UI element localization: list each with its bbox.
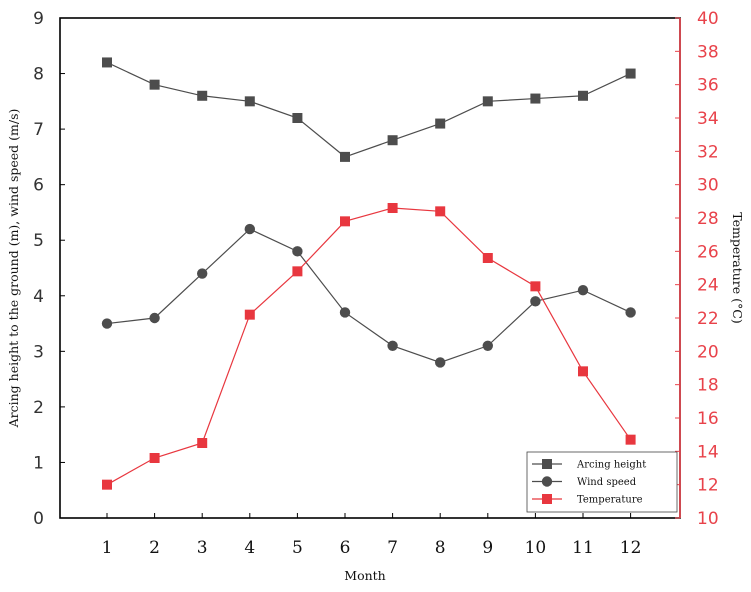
temperature-point xyxy=(435,206,446,217)
arcing-height-point xyxy=(387,135,398,146)
arcing-height-point xyxy=(292,113,303,123)
left-tick-label: 8 xyxy=(33,65,44,85)
x-tick-label: 4 xyxy=(244,538,255,558)
right-tick-label: 30 xyxy=(697,176,719,196)
arcing-height-point xyxy=(578,90,588,101)
arcing-height-point xyxy=(625,68,636,79)
right-axis-title: Temperature (°C) xyxy=(730,212,745,323)
right-tick-label: 10 xyxy=(697,509,719,529)
wind-speed-point xyxy=(197,268,208,279)
wind-speed-point xyxy=(530,296,541,307)
axis-ticks: 0123456789101214161820222426283032343638… xyxy=(33,9,718,558)
temperature-point xyxy=(625,434,636,445)
x-tick-label: 2 xyxy=(149,538,160,558)
x-tick-label: 9 xyxy=(482,538,493,558)
left-tick-label: 2 xyxy=(33,398,44,418)
legend-label-temperature: Temperature xyxy=(577,495,643,506)
left-tick-label: 4 xyxy=(33,287,44,307)
left-axis-title: Arcing height to the ground (m), wind sp… xyxy=(6,109,21,429)
legend-label-arcing-height: Arcing height xyxy=(576,460,646,471)
arcing-height-point xyxy=(340,151,350,162)
left-tick-label: 9 xyxy=(33,9,44,29)
x-axis-title: Month xyxy=(344,568,385,583)
right-tick-label: 12 xyxy=(697,476,719,496)
wind-speed-point xyxy=(625,307,636,318)
arcing-height-point xyxy=(530,93,541,104)
temperature-point xyxy=(387,203,398,213)
arcing-height-point xyxy=(102,57,112,68)
right-tick-label: 28 xyxy=(697,209,719,229)
temperature-point xyxy=(482,253,493,263)
arcing-height-point xyxy=(482,96,493,107)
right-tick-label: 16 xyxy=(697,409,719,429)
x-tick-label: 10 xyxy=(525,538,547,558)
left-tick-label: 0 xyxy=(33,509,44,529)
right-tick-label: 34 xyxy=(697,109,719,129)
right-tick-label: 14 xyxy=(697,442,719,462)
x-tick-label: 11 xyxy=(572,538,594,558)
wind-speed-point xyxy=(435,357,446,368)
wind-speed-point xyxy=(149,312,160,324)
arcing-height-line xyxy=(106,61,631,158)
arcing-height-point xyxy=(244,96,255,107)
right-tick-label: 40 xyxy=(697,9,719,29)
wind-speed-point xyxy=(482,340,493,351)
arcing-height-point xyxy=(197,90,208,101)
temperature-point xyxy=(530,281,541,292)
wind-speed-point xyxy=(292,246,303,257)
left-tick-label: 1 xyxy=(33,453,44,473)
series-markers xyxy=(101,57,636,490)
wind-speed-point xyxy=(339,307,351,318)
left-tick-label: 7 xyxy=(33,120,44,140)
arcing-height-point xyxy=(149,79,160,90)
right-tick-label: 32 xyxy=(697,142,719,162)
wind-speed-point xyxy=(577,285,589,296)
right-tick-label: 36 xyxy=(697,76,719,96)
left-tick-label: 6 xyxy=(33,176,44,196)
temperature-point xyxy=(102,479,112,490)
temperature-point xyxy=(244,309,255,320)
x-tick-label: 5 xyxy=(292,538,303,558)
legend-swatch-marker xyxy=(542,494,552,504)
x-tick-label: 8 xyxy=(435,538,446,558)
x-tick-label: 12 xyxy=(620,538,642,558)
x-tick-label: 3 xyxy=(197,538,208,558)
wind-speed-line xyxy=(106,228,631,364)
x-tick-label: 1 xyxy=(102,538,113,558)
legend: Arcing height Wind speed Temperature xyxy=(526,451,678,513)
left-tick-label: 3 xyxy=(33,342,44,362)
right-tick-label: 20 xyxy=(697,342,719,362)
temperature-point xyxy=(340,216,350,227)
right-tick-label: 18 xyxy=(697,376,719,396)
temperature-point xyxy=(197,438,208,448)
temperature-point xyxy=(149,453,160,463)
temperature-point xyxy=(292,266,303,277)
wind-speed-point xyxy=(387,340,398,351)
wind-speed-point xyxy=(244,223,255,235)
temperature-point xyxy=(578,366,588,377)
legend-swatch-marker xyxy=(541,476,553,487)
x-tick-label: 7 xyxy=(387,538,398,558)
legend-swatch-marker xyxy=(542,459,552,469)
arcing-height-point xyxy=(435,118,446,129)
series-lines xyxy=(106,61,632,486)
wind-speed-point xyxy=(101,318,113,329)
right-tick-label: 24 xyxy=(697,276,719,296)
temperature-line xyxy=(106,207,632,486)
right-tick-label: 26 xyxy=(697,242,719,262)
left-tick-label: 5 xyxy=(33,231,44,251)
legend-label-wind-speed: Wind speed xyxy=(577,477,637,488)
right-tick-label: 22 xyxy=(697,309,719,329)
right-tick-label: 38 xyxy=(697,42,719,62)
x-tick-label: 6 xyxy=(340,538,351,558)
